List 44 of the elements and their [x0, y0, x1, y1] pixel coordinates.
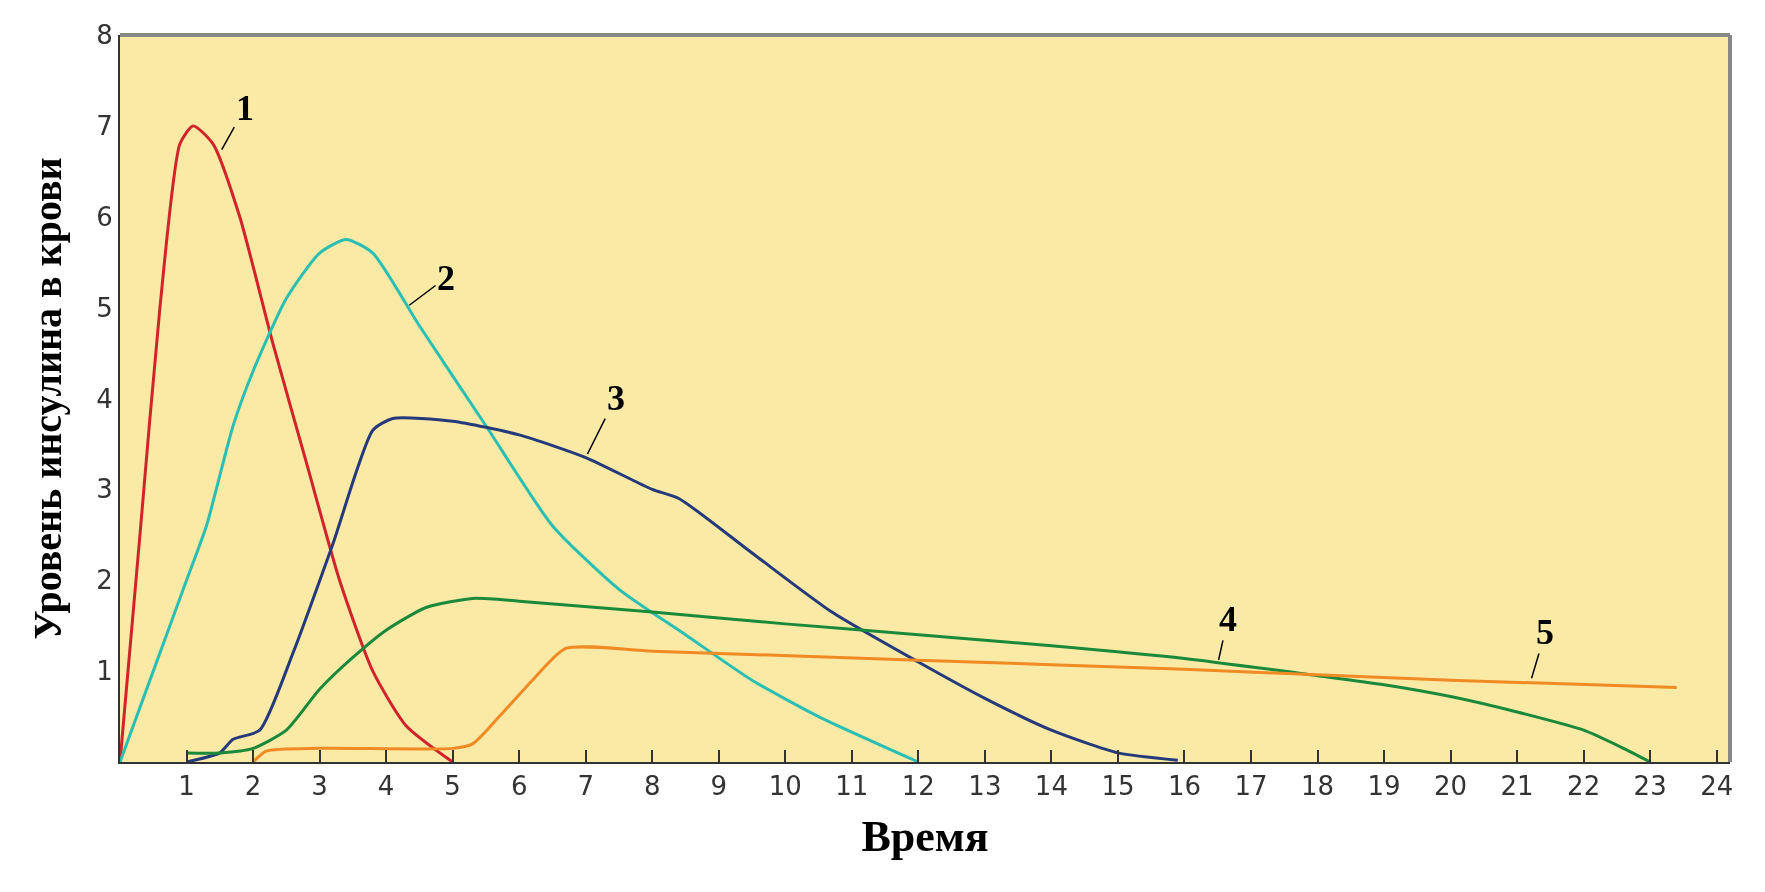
x-tick-label: 18 [1300, 771, 1335, 802]
line-series [120, 124, 455, 762]
x-tick-label: 3 [311, 771, 328, 802]
x-tick-label: 20 [1434, 771, 1468, 802]
y-tick-label: 6 [96, 201, 113, 232]
line-series [120, 237, 920, 762]
line-series [251, 645, 1679, 762]
x-tick-label: 19 [1367, 771, 1401, 802]
x-tick-label: 24 [1700, 771, 1734, 802]
y-tick-label: 8 [96, 20, 113, 51]
y-tick-label: 4 [96, 383, 113, 414]
annotation: 3 [607, 378, 625, 418]
line-series [185, 416, 1180, 762]
x-tick-label: 9 [710, 771, 728, 802]
x-tick-label: 13 [968, 771, 1002, 802]
annotation: 2 [437, 258, 455, 298]
y-tick-label: 1 [96, 656, 113, 687]
x-tick-label: 5 [444, 771, 461, 802]
x-tick-label: 21 [1500, 771, 1534, 802]
x-tick-label: 7 [577, 771, 594, 802]
x-tick-label: 22 [1567, 771, 1601, 802]
x-tick-label: 1 [178, 771, 195, 802]
x-tick-label: 14 [1034, 771, 1068, 802]
y-tick-label: 5 [96, 292, 113, 323]
x-tick-label: 6 [510, 771, 528, 802]
x-tick-label: 10 [768, 771, 802, 802]
x-tick-label: 16 [1167, 771, 1202, 802]
annotation: 1 [236, 88, 254, 128]
annotation: 4 [1219, 599, 1237, 639]
line-series [185, 596, 1652, 762]
x-tick-label: 15 [1101, 771, 1135, 802]
y-axis-title: Уровень инсулина в крови [25, 157, 71, 640]
y-tick-label: 7 [96, 110, 113, 141]
x-axis-title: Время [861, 812, 989, 861]
x-tick-label: 11 [835, 771, 869, 802]
x-tick-label: 4 [377, 771, 395, 802]
x-tick-label: 23 [1633, 771, 1667, 802]
x-tick-label: 2 [244, 771, 262, 802]
annotation: 5 [1536, 612, 1554, 652]
y-tick-label: 3 [96, 474, 113, 505]
x-tick-label: 8 [643, 771, 661, 802]
x-tick-label: 12 [901, 771, 935, 802]
x-tick-label: 17 [1234, 771, 1268, 802]
y-tick-label: 2 [96, 565, 113, 596]
